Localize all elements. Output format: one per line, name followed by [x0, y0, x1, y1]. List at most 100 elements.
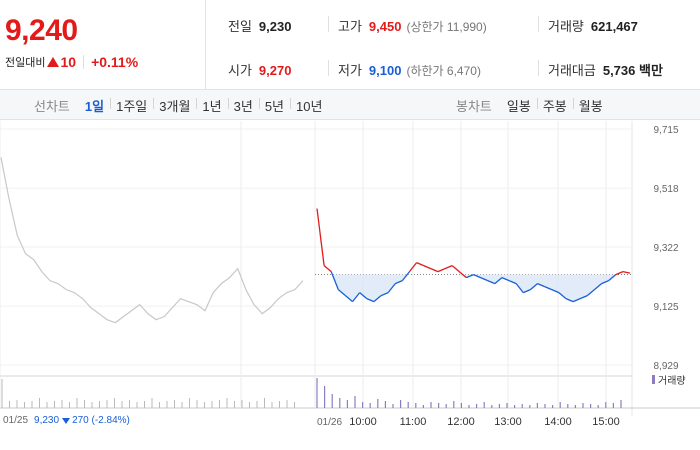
line-chart-tabs: 선차트 1일 1주일 3개월 1년 3년 5년 10년 — [34, 90, 328, 120]
x-axis-label: 10:00 — [349, 416, 377, 428]
low-value: 9,100 — [368, 63, 402, 78]
candle-chart-tabs: 봉차트 일봉 주봉 월봉 — [456, 90, 609, 120]
today-down-segment — [508, 280, 517, 285]
today-down-segment — [565, 298, 574, 303]
change-amount: 10 — [60, 54, 77, 70]
prev-close-value: 9,230 — [258, 19, 292, 34]
x-axis-label: 11:00 — [400, 416, 427, 428]
today-down-segment — [352, 292, 361, 303]
volume-legend-text: 거래량 — [658, 376, 686, 387]
current-price-box: 9,240 전일대비 10 +0.11% — [0, 0, 206, 90]
y-tick-label: 8,929 — [653, 361, 678, 372]
today-up-segment — [615, 271, 624, 276]
today-up-segment — [430, 268, 439, 273]
tab-3-months[interactable]: 3개월 — [153, 96, 196, 115]
volume-legend: 거래량 — [652, 372, 686, 387]
today-down-segment — [608, 274, 617, 282]
tab-1-year[interactable]: 1년 — [196, 96, 227, 115]
today-down-segment — [558, 292, 567, 300]
x-axis-label: 14:00 — [544, 416, 572, 428]
today-down-segment — [586, 289, 595, 297]
y-tick-label: 9,322 — [653, 243, 678, 254]
chart-period-tabbar: 선차트 1일 1주일 3개월 1년 3년 5년 10년 봉차트 일봉 주봉 월봉 — [0, 90, 700, 120]
today-down-segment — [529, 283, 538, 291]
divider — [538, 16, 539, 32]
chart-plot-area — [0, 121, 632, 416]
prev-day-series-line — [0, 157, 304, 324]
today-down-segment — [601, 280, 609, 285]
today-down-segment — [373, 295, 382, 303]
prev-close-label: 전일 — [228, 19, 252, 34]
y-tick-label: 9,518 — [653, 184, 678, 195]
today-down-segment — [345, 295, 353, 303]
divider — [538, 60, 539, 76]
today-up-segment — [316, 208, 325, 266]
today-down-segment — [366, 298, 375, 303]
tab-3-years[interactable]: 3년 — [227, 96, 259, 115]
quote-summary: 9,240 전일대비 10 +0.11% 전일 9,230 시가 9,270 고가 9… — [0, 0, 700, 90]
line-chart-label: 선차트 — [34, 98, 70, 114]
x-axis-label: 12:00 — [447, 416, 475, 428]
prev-change: 270 (-2.84%) — [72, 415, 130, 426]
change-row: 전일대비 10 +0.11% — [5, 54, 138, 70]
today-up-segment — [458, 271, 467, 279]
upper-limit: (상한가 11,990) — [406, 20, 487, 34]
today-up-segment — [437, 268, 446, 273]
candle-chart-label: 봉차트 — [456, 98, 492, 114]
low: 저가 9,100 (하한가 6,470) — [338, 60, 481, 79]
volume-value: 621,467 — [590, 19, 638, 34]
tab-1-week[interactable]: 1주일 — [110, 96, 153, 115]
tab-weekly-candle[interactable]: 주봉 — [536, 96, 573, 115]
divider — [83, 55, 85, 69]
trade-amount: 거래대금 5,736 백만 — [548, 60, 663, 79]
tab-10-years[interactable]: 10년 — [290, 96, 328, 115]
tab-5-years[interactable]: 5년 — [258, 96, 290, 115]
trade-amount-value: 5,736 백만 — [602, 63, 663, 78]
below-base-area — [317, 274, 630, 302]
today-up-segment — [408, 262, 418, 273]
today-down-segment — [501, 277, 510, 282]
x-axis-label: 15:00 — [592, 416, 620, 428]
today-up-segment — [323, 265, 332, 273]
today-down-segment — [494, 277, 503, 285]
today-down-segment — [387, 283, 396, 294]
tab-monthly-candle[interactable]: 월봉 — [572, 96, 609, 115]
divider — [328, 60, 329, 76]
volume-label: 거래량 — [548, 19, 584, 34]
y-tick-label: 9,125 — [653, 302, 678, 313]
today-up-segment — [451, 265, 460, 273]
today-down-segment — [473, 274, 481, 279]
today-down-segment — [523, 289, 531, 294]
today-down-segment — [394, 280, 403, 285]
prev-date: 01/25 — [3, 415, 29, 426]
today-down-segment — [466, 274, 474, 279]
high-value: 9,450 — [368, 19, 402, 34]
today-down-segment — [359, 292, 368, 300]
high-label: 고가 — [338, 19, 362, 34]
today-down-segment — [380, 292, 389, 297]
today-down-segment — [594, 283, 602, 291]
today-up-segment — [416, 262, 424, 267]
open-value: 9,270 — [258, 63, 292, 78]
today-up-segment — [622, 270, 631, 274]
price-chart[interactable]: 9,715 9,518 9,322 9,125 8,929 01/26 10:00 11:00… — [0, 121, 700, 450]
up-triangle-icon — [47, 57, 60, 67]
low-label: 저가 — [338, 63, 362, 78]
tab-1-day[interactable]: 1일 — [84, 98, 105, 114]
trade-amount-label: 거래대금 — [548, 63, 596, 78]
today-down-segment — [337, 289, 346, 297]
x-axis-label: 01/26 — [317, 417, 342, 428]
today-down-segment — [572, 298, 581, 303]
volume-legend-swatch — [652, 375, 655, 384]
today-down-segment — [330, 271, 339, 290]
today-down-segment — [544, 286, 553, 291]
today-down-segment — [579, 295, 588, 300]
y-tick-label: 9,715 — [653, 125, 678, 136]
change-percent: +0.11% — [91, 54, 139, 70]
tab-daily-candle[interactable]: 일봉 — [506, 98, 531, 114]
prev-day-footer: 01/25 9,230 270 (-2.84%) — [3, 415, 130, 426]
high: 고가 9,450 (상한가 11,990) — [338, 16, 487, 35]
down-triangle-icon — [62, 417, 71, 424]
today-up-segment — [444, 265, 453, 270]
divider — [328, 16, 329, 32]
